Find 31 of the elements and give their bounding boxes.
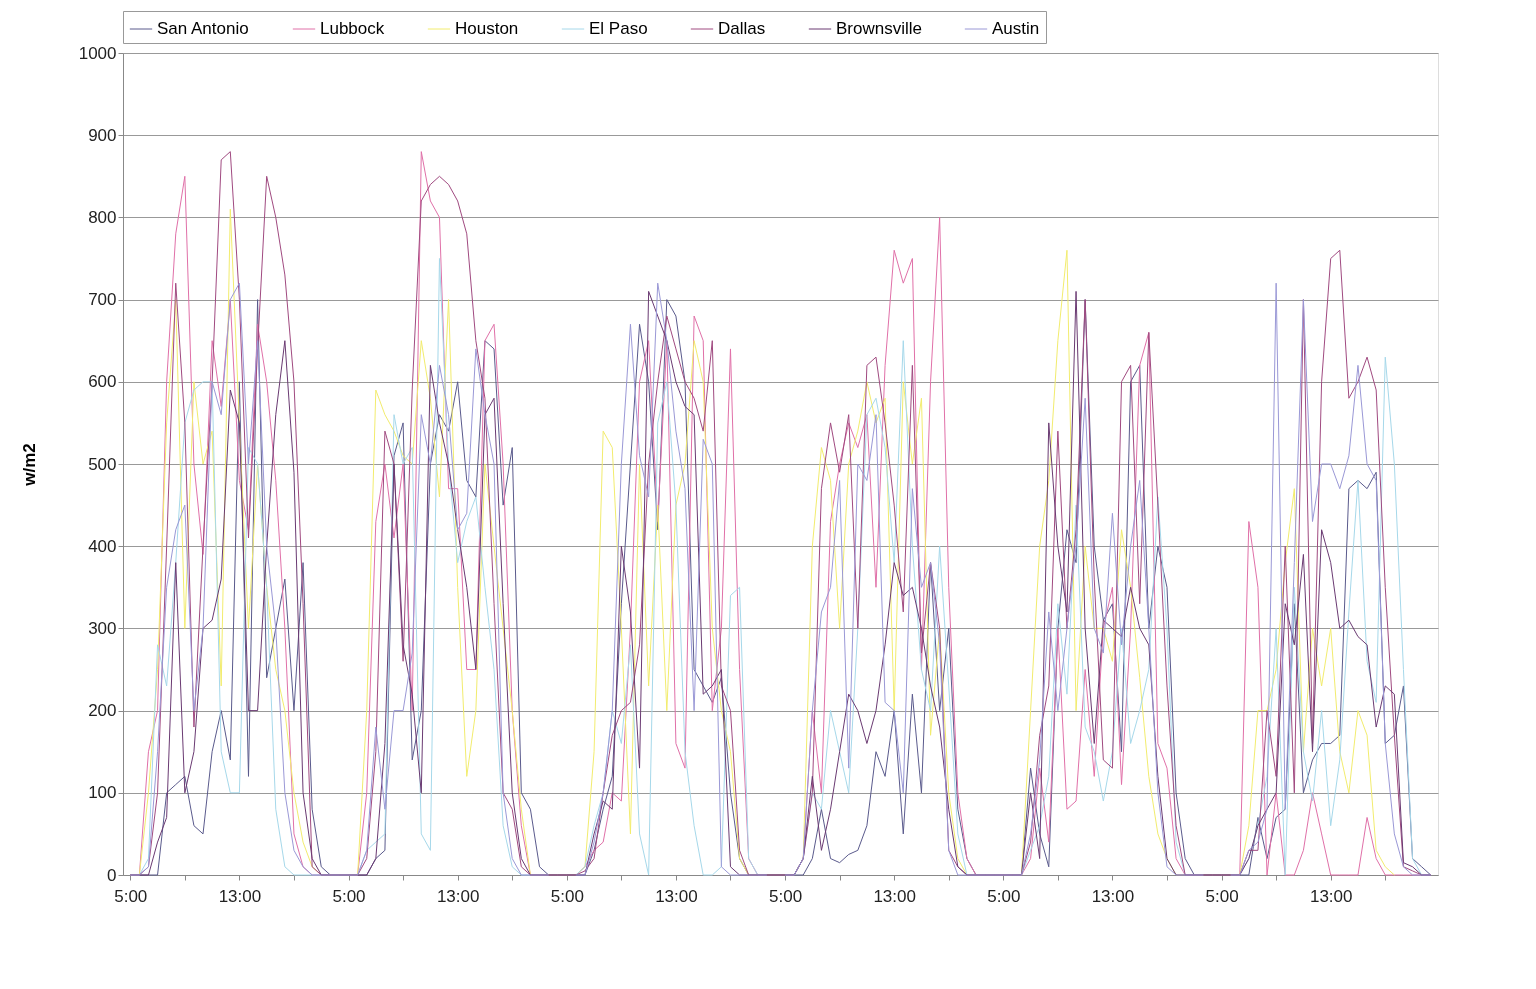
y-tick-label: 600 xyxy=(88,372,117,392)
x-tick-label: 13:00 xyxy=(218,886,262,906)
x-tick-label: 5:00 xyxy=(987,886,1021,906)
legend-label: Lubbock xyxy=(320,19,385,38)
y-tick-label: 1000 xyxy=(78,43,117,63)
y-tick-label: 900 xyxy=(88,125,117,145)
x-tick-label: 5:00 xyxy=(550,886,584,906)
legend-label: Brownsville xyxy=(836,19,922,38)
x-tick-label: 5:00 xyxy=(332,886,366,906)
x-tick-label: 5:00 xyxy=(769,886,803,906)
legend-label: Dallas xyxy=(718,19,766,38)
legend-label: El Paso xyxy=(589,19,648,38)
x-tick-label: 5:00 xyxy=(114,886,148,906)
y-axis-title: w/m2 xyxy=(19,443,39,487)
x-tick-label: 13:00 xyxy=(1309,886,1353,906)
y-tick-label: 800 xyxy=(88,207,117,227)
x-tick-label: 13:00 xyxy=(1091,886,1135,906)
x-tick-label: 13:00 xyxy=(436,886,480,906)
y-tick-label: 500 xyxy=(88,454,117,474)
legend-label: Houston xyxy=(455,19,519,38)
y-tick-label: 300 xyxy=(88,618,117,638)
x-tick-label: 13:00 xyxy=(873,886,916,906)
y-tick-label: 400 xyxy=(88,536,117,556)
y-tick-label: 200 xyxy=(88,701,117,721)
y-tick-label: 700 xyxy=(88,290,117,310)
legend-label: Austin xyxy=(992,19,1040,38)
y-tick-label: 100 xyxy=(88,783,117,803)
x-tick-label: 13:00 xyxy=(655,886,698,906)
x-tick-label: 5:00 xyxy=(1205,886,1239,906)
y-tick-label: 0 xyxy=(107,865,117,885)
legend-label: San Antonio xyxy=(157,19,249,38)
